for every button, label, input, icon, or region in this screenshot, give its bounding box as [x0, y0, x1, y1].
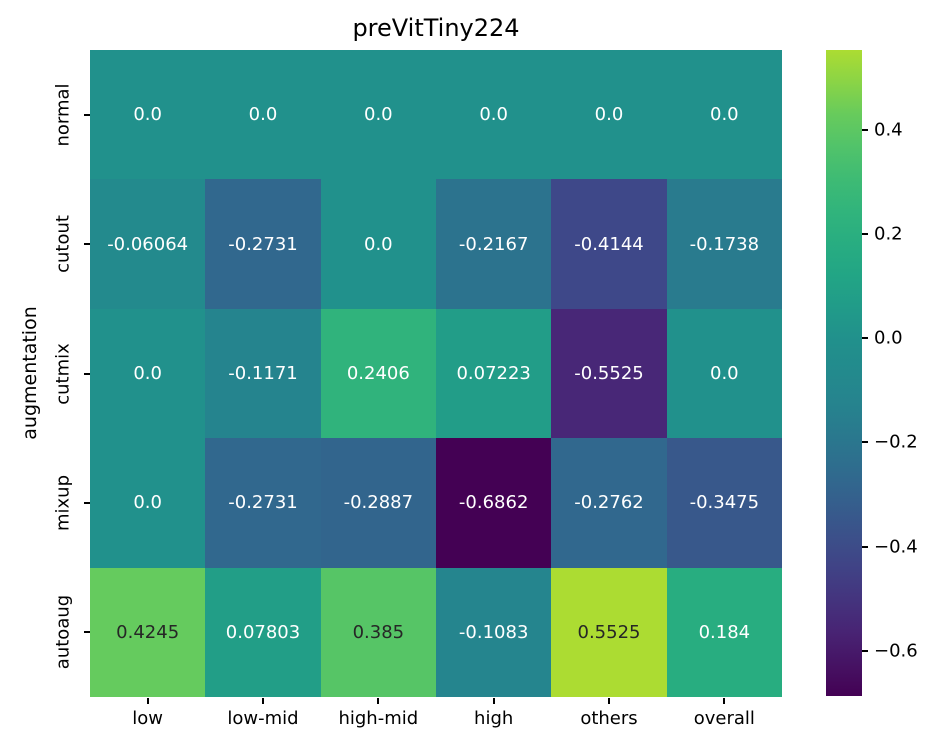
heatmap-cell: -0.2887 — [320, 438, 436, 568]
heatmap-cell: 0.385 — [320, 567, 436, 697]
heatmap-cell: 0.5525 — [551, 567, 667, 697]
x-tick-label: high — [474, 708, 514, 729]
heatmap-cell: 0.0 — [666, 50, 782, 180]
x-tick-mark — [723, 698, 726, 704]
y-tick-label: autoaug — [52, 595, 74, 670]
heatmap-cell: -0.6862 — [436, 438, 552, 568]
heatmap-cell: 0.07223 — [436, 308, 552, 439]
colorbar-tick-mark — [862, 545, 868, 548]
heatmap-cell: 0.07803 — [205, 567, 321, 697]
heatmap-cell: 0.0 — [90, 308, 206, 439]
x-tick-mark — [262, 698, 264, 704]
heatmap-cell: 0.184 — [666, 567, 782, 697]
colorbar-tick-label: −0.2 — [874, 431, 918, 453]
heatmap-cell: -0.3475 — [666, 438, 782, 568]
colorbar-tick-label: 0.0 — [874, 327, 903, 349]
y-tick-mark — [84, 243, 90, 246]
y-tick-mark — [84, 631, 90, 634]
heatmap-cell: 0.0 — [320, 179, 436, 309]
colorbar-tick-mark — [862, 232, 868, 235]
heatmap-cell: 0.4245 — [90, 567, 206, 697]
y-tick-label: mixup — [52, 474, 74, 531]
x-tick-label: high-mid — [338, 708, 419, 729]
y-tick-mark — [84, 501, 90, 504]
colorbar-tick-label: 0.2 — [874, 223, 903, 245]
colorbar-tick-label: −0.6 — [874, 640, 918, 662]
y-tick-mark — [84, 372, 90, 375]
heatmap-cell: 0.0 — [436, 50, 552, 180]
heatmap-cell: -0.06064 — [90, 179, 206, 309]
colorbar-tick-label: −0.4 — [874, 536, 918, 558]
heatmap-cell: 0.0 — [90, 50, 206, 180]
heatmap-cell: -0.2762 — [551, 438, 667, 568]
colorbar-tick-mark — [862, 128, 868, 131]
heatmap-grid: 0.0 0.0 0.0 0.0 0.0 0.0 -0.06064 -0.2731 0.0 -0.2… — [90, 50, 782, 697]
heatmap-cell: 0.2406 — [320, 308, 436, 439]
x-tick-mark — [608, 698, 610, 704]
heatmap-cell: 0.0 — [666, 308, 782, 439]
y-tick-label: normal — [52, 83, 74, 147]
heatmap-cell: 0.0 — [320, 50, 436, 180]
chart-title: preVitTiny224 — [352, 14, 520, 42]
x-tick-label: others — [580, 708, 638, 729]
colorbar-tick-mark — [862, 441, 868, 444]
x-tick-label: overall — [693, 708, 755, 729]
heatmap-cell: -0.2167 — [436, 179, 552, 309]
x-tick-mark — [377, 698, 380, 704]
x-tick-label: low-mid — [227, 708, 299, 729]
heatmap-cell: 0.0 — [551, 50, 667, 180]
colorbar-tick-label: 0.4 — [874, 119, 903, 141]
heatmap-cell: -0.1083 — [436, 567, 552, 697]
x-tick-mark — [492, 698, 495, 704]
y-tick-label: cutmix — [52, 342, 74, 405]
heatmap-cell: -0.1171 — [205, 308, 321, 439]
heatmap-cell: 0.0 — [205, 50, 321, 180]
heatmap-cell: -0.4144 — [551, 179, 667, 309]
x-tick-mark — [146, 698, 149, 704]
heatmap-cell: -0.5525 — [551, 308, 667, 439]
y-axis-label: augmentation — [19, 306, 41, 440]
heatmap-cell: -0.2731 — [205, 438, 321, 568]
y-tick-label: cutout — [52, 215, 74, 274]
colorbar-tick-mark — [862, 650, 868, 653]
colorbar — [826, 50, 862, 696]
heatmap-cell: -0.1738 — [666, 179, 782, 309]
x-tick-label: low — [132, 708, 164, 729]
heatmap-cell: -0.2731 — [205, 179, 321, 309]
y-tick-mark — [84, 113, 90, 116]
heatmap-cell: 0.0 — [90, 438, 206, 568]
colorbar-tick-mark — [862, 337, 868, 340]
